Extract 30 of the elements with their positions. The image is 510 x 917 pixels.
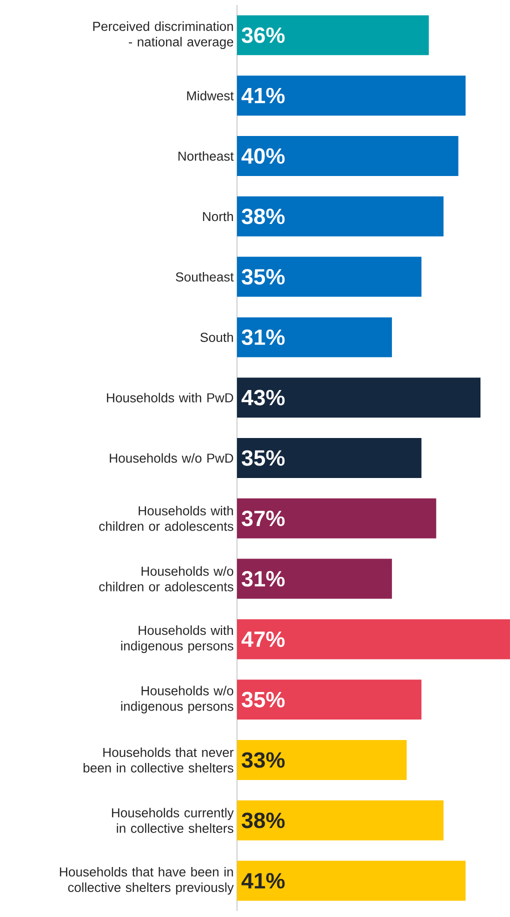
data-label: 38% (242, 208, 285, 224)
y-tick-label: Households with indigenous persons (121, 625, 234, 654)
data-label: 33% (242, 752, 285, 768)
data-label: 35% (242, 268, 285, 285)
data-label: 41% (242, 88, 285, 104)
data-label: 31% (242, 329, 285, 346)
y-tick-label: Households with children or adolescents (99, 506, 234, 531)
y-tick-label: Households with PwD (106, 392, 234, 402)
data-label: 38% (242, 812, 285, 828)
y-tick-label: Perceived discrimination - national average (93, 21, 234, 50)
y-tick-label: Households w/o children or adolescents (99, 566, 234, 592)
y-tick-label: North (203, 212, 233, 222)
data-label: 36% (242, 27, 285, 44)
y-tick-label: Northeast (178, 151, 234, 161)
y-tick-label: Households that have been in collective shelters previously (60, 866, 234, 895)
y-tick-label: Households that never been in collective shelters (84, 747, 234, 773)
data-label: 37% (242, 510, 285, 526)
data-label: 43% (242, 390, 285, 406)
y-tick-label: Households w/o indigenous persons (121, 686, 234, 714)
y-tick-label: South (200, 332, 233, 342)
data-label: 41% (242, 873, 285, 889)
y-tick-label: Households currently in collective shelters (112, 808, 234, 833)
data-label: 40% (242, 148, 285, 164)
y-tick-label: Midwest (187, 90, 234, 100)
y-tick-label: Households w/o PwD (110, 453, 234, 463)
data-label: 47% (242, 631, 285, 647)
y-tick-label: Southeast (176, 272, 234, 282)
data-label: 31% (242, 570, 285, 587)
data-label: 35% (242, 692, 285, 708)
data-label: 35% (242, 450, 285, 466)
